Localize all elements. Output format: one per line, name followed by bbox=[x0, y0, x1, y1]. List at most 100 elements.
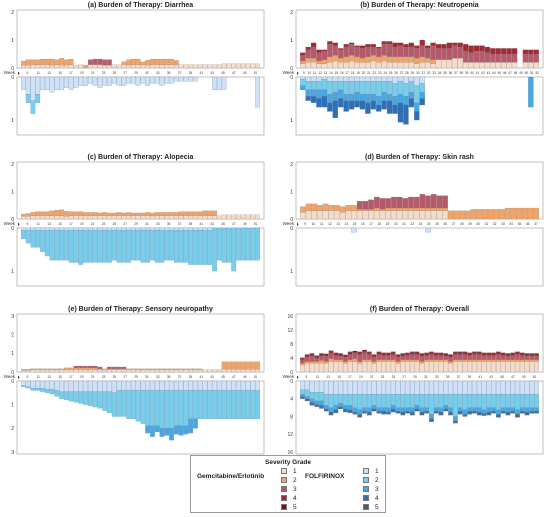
bar-segment-gemcitabine bbox=[97, 215, 103, 220]
bar-segment-gemcitabine bbox=[140, 215, 146, 220]
bar-segment-gemcitabine bbox=[126, 368, 131, 370]
bar-segment-gemcitabine bbox=[21, 216, 26, 220]
bar-segment-gemcitabine bbox=[381, 355, 386, 360]
bar-segment-gemcitabine bbox=[481, 359, 487, 362]
bar-segment-folfirinox bbox=[354, 91, 360, 101]
bar-segment-gemcitabine bbox=[30, 212, 36, 216]
bar-segment-gemcitabine bbox=[334, 205, 340, 211]
week-tick-label: 27 bbox=[402, 375, 406, 379]
bar-segment-folfirinox bbox=[164, 227, 170, 231]
week-tick-label: 17 bbox=[369, 222, 373, 226]
bar-segment-gemcitabine bbox=[357, 351, 363, 353]
bar-segment-folfirinox bbox=[135, 380, 141, 391]
bar-segment-gemcitabine bbox=[333, 359, 339, 362]
bar-segment-folfirinox bbox=[362, 380, 367, 395]
bar-segment-gemcitabine bbox=[433, 359, 439, 362]
bar-segment-folfirinox bbox=[409, 380, 415, 395]
bar-segment-folfirinox bbox=[145, 227, 151, 231]
bar-segment-folfirinox bbox=[207, 390, 213, 419]
bar-segment-folfirinox bbox=[496, 394, 501, 410]
bar-segment-gemcitabine bbox=[154, 369, 160, 373]
y-tick-label: 0 bbox=[11, 217, 14, 223]
bar-segment-folfirinox bbox=[231, 227, 237, 272]
bar-segment-gemcitabine bbox=[522, 49, 529, 55]
bar-segment-gemcitabine bbox=[429, 359, 434, 362]
bar-segment-gemcitabine bbox=[87, 365, 93, 368]
bar-segment-folfirinox bbox=[92, 227, 98, 231]
bar-segment-folfirinox bbox=[250, 380, 256, 391]
bar-segment-gemcitabine bbox=[430, 45, 436, 60]
week-tick-label: 15 bbox=[353, 222, 357, 226]
week-tick-label: 17 bbox=[69, 71, 73, 75]
bar-segment-folfirinox bbox=[467, 394, 473, 408]
bar-segment-gemcitabine bbox=[343, 355, 348, 358]
bar-segment-gemcitabine bbox=[425, 207, 431, 211]
bar-segment-gemcitabine bbox=[414, 354, 420, 360]
bar-segment-gemcitabine bbox=[154, 215, 160, 220]
bar-segment-gemcitabine bbox=[397, 56, 404, 63]
bar-segment-gemcitabine bbox=[311, 203, 318, 211]
bar-segment-gemcitabine bbox=[126, 65, 131, 69]
bar-segment-gemcitabine bbox=[356, 201, 363, 210]
bar-segment-gemcitabine bbox=[21, 60, 26, 66]
bar-segment-folfirinox bbox=[534, 412, 539, 414]
bar-segment-gemcitabine bbox=[481, 355, 487, 360]
bar-segment-gemcitabine bbox=[333, 352, 339, 354]
bar-segment-gemcitabine bbox=[468, 45, 474, 53]
bar-segment-gemcitabine bbox=[430, 42, 436, 46]
bar-segment-gemcitabine bbox=[459, 210, 465, 220]
week-tick-label: 39 bbox=[468, 375, 472, 379]
bar-segment-gemcitabine bbox=[348, 60, 355, 69]
bar-segment-folfirinox bbox=[193, 380, 198, 391]
bar-segment-gemcitabine bbox=[183, 64, 189, 69]
bar-segment-gemcitabine bbox=[319, 354, 324, 357]
bar-segment-folfirinox bbox=[472, 411, 477, 413]
bar-segment-gemcitabine bbox=[438, 361, 444, 373]
week-tick-label: 21 bbox=[91, 375, 95, 379]
bar-segment-folfirinox bbox=[403, 76, 409, 84]
bar-segment-gemcitabine bbox=[240, 63, 246, 69]
week-tick-label: 9 bbox=[27, 375, 29, 379]
bar-segment-gemcitabine bbox=[202, 369, 208, 373]
bar-segment-gemcitabine bbox=[506, 53, 512, 63]
bar-segment-gemcitabine bbox=[390, 351, 396, 353]
bar-segment-folfirinox bbox=[481, 409, 487, 414]
bar-segment-folfirinox bbox=[140, 227, 146, 231]
bar-segment-gemcitabine bbox=[92, 365, 98, 368]
bar-segment-folfirinox bbox=[515, 409, 520, 415]
bar-segment-folfirinox bbox=[354, 81, 360, 93]
bar-segment-gemcitabine bbox=[145, 215, 151, 220]
bar-segment-gemcitabine bbox=[44, 211, 50, 216]
bar-segment-folfirinox bbox=[338, 89, 344, 99]
top-plot-frame bbox=[16, 313, 265, 373]
bar-segment-gemcitabine bbox=[321, 59, 328, 64]
bar-segment-gemcitabine bbox=[68, 369, 74, 373]
bar-segment-folfirinox bbox=[352, 407, 358, 413]
bar-segment-folfirinox bbox=[376, 96, 382, 106]
bar-segment-folfirinox bbox=[462, 415, 468, 417]
bar-segment-folfirinox bbox=[183, 227, 189, 231]
bar-segment-folfirinox bbox=[362, 394, 367, 408]
bar-segment-gemcitabine bbox=[524, 353, 530, 355]
bar-segment-folfirinox bbox=[121, 380, 127, 391]
bar-segment-gemcitabine bbox=[300, 63, 306, 69]
bar-segment-gemcitabine bbox=[49, 215, 55, 220]
week-tick-label: 19 bbox=[356, 71, 360, 75]
bar-segment-folfirinox bbox=[78, 76, 84, 86]
bar-segment-folfirinox bbox=[226, 227, 232, 263]
bar-segment-folfirinox bbox=[40, 230, 45, 252]
bar-segment-folfirinox bbox=[73, 391, 79, 403]
bar-segment-gemcitabine bbox=[500, 353, 506, 356]
bar-segment-folfirinox bbox=[448, 394, 453, 408]
bar-segment-folfirinox bbox=[424, 411, 430, 413]
bar-segment-gemcitabine bbox=[457, 361, 463, 373]
week-tick-label: 31 bbox=[145, 375, 149, 379]
bar-segment-folfirinox bbox=[381, 413, 386, 415]
bar-segment-gemcitabine bbox=[304, 361, 310, 364]
bar-segment-folfirinox bbox=[97, 230, 103, 263]
bar-segment-gemcitabine bbox=[59, 369, 64, 373]
bar-segment-gemcitabine bbox=[300, 212, 306, 220]
bar-segment-gemcitabine bbox=[529, 353, 535, 355]
week-tick-label: 39 bbox=[189, 375, 193, 379]
chart-panel-3: (c) Burden of Therapy: Alopecia01201Week… bbox=[4, 154, 265, 287]
